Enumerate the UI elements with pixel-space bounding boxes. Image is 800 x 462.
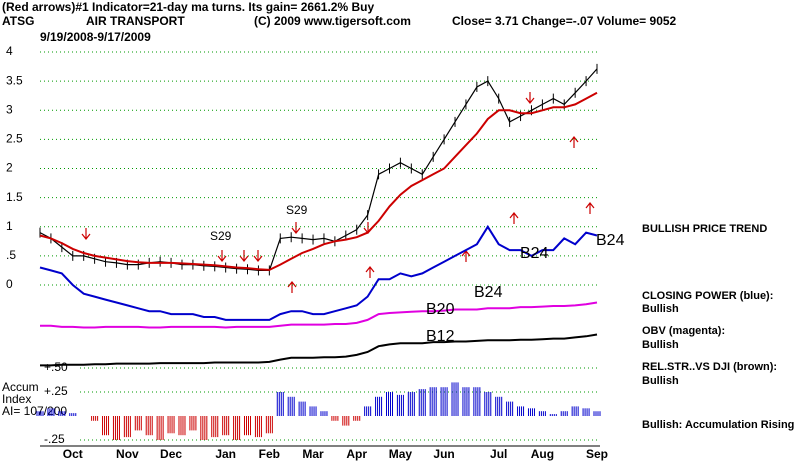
- annotation: B12: [426, 328, 455, 345]
- x-tick-label: Aug: [531, 447, 554, 461]
- x-tick-label: May: [389, 447, 413, 461]
- x-tick-label: Jan: [215, 447, 236, 461]
- side-note: CLOSING POWER (blue):: [642, 290, 773, 302]
- accum-tick-label: -.25: [44, 432, 65, 446]
- side-note: Bullish: [642, 375, 679, 387]
- series-line: [39, 224, 598, 321]
- accum-tick-label: +.50: [44, 360, 68, 374]
- x-tick-label: Dec: [160, 447, 182, 461]
- y-tick-label: 2.5: [6, 132, 23, 146]
- accum-label: Index: [2, 392, 31, 406]
- side-note: REL.STR..VS DJI (brown):: [642, 361, 777, 373]
- side-note: Bullish: [642, 339, 679, 351]
- series-line: [39, 68, 598, 271]
- side-note: Bullish: Accumulation Rising: [642, 419, 794, 431]
- series-line: [40, 301, 598, 329]
- side-note: BULLISH PRICE TREND: [642, 223, 767, 235]
- accum-label: Accum: [2, 380, 39, 394]
- accum-tick-label: +.25: [44, 384, 68, 398]
- x-tick-label: Mar: [302, 447, 324, 461]
- y-tick-label: 3.5: [6, 73, 23, 87]
- annotation: B24: [474, 284, 503, 301]
- x-tick-label: Feb: [259, 447, 280, 461]
- y-tick-label: 0: [6, 277, 13, 291]
- y-tick-label: 3: [6, 102, 13, 116]
- ticker: ATSG: [2, 14, 34, 28]
- side-note: OBV (magenta):: [642, 325, 725, 337]
- copyright: (C) 2009 www.tigersoft.com: [254, 14, 411, 28]
- quote: Close= 3.71 Change=-.07 Volume= 9052: [452, 14, 677, 28]
- x-tick-label: Oct: [63, 447, 83, 461]
- series-line: [40, 333, 598, 367]
- accum-label: AI= 107/200: [2, 404, 67, 418]
- y-tick-label: 4: [6, 44, 13, 58]
- date-range: 9/19/2008-9/17/2009: [40, 30, 151, 44]
- annotation: B24: [596, 232, 625, 249]
- y-tick-label: 1.5: [6, 190, 23, 204]
- x-tick-label: Jul: [490, 447, 507, 461]
- x-tick-label: Nov: [116, 447, 139, 461]
- series-line: [39, 91, 598, 271]
- annotation: B20: [426, 301, 455, 318]
- header-text: (Red arrows)#1 Indicator=21-day ma turns…: [2, 0, 374, 14]
- y-tick-label: 1: [6, 219, 13, 233]
- annotation: B24: [520, 245, 549, 262]
- y-tick-label: .5: [6, 248, 16, 262]
- annotation: S29: [286, 203, 308, 217]
- x-tick-label: Jun: [433, 447, 454, 461]
- annotation: S29: [210, 229, 232, 243]
- x-tick-label: Apr: [346, 447, 367, 461]
- x-tick-label: Sep: [586, 447, 608, 461]
- company: AIR TRANSPORT: [86, 14, 185, 28]
- side-note: Bullish: [642, 303, 679, 315]
- y-tick-label: 2: [6, 161, 13, 175]
